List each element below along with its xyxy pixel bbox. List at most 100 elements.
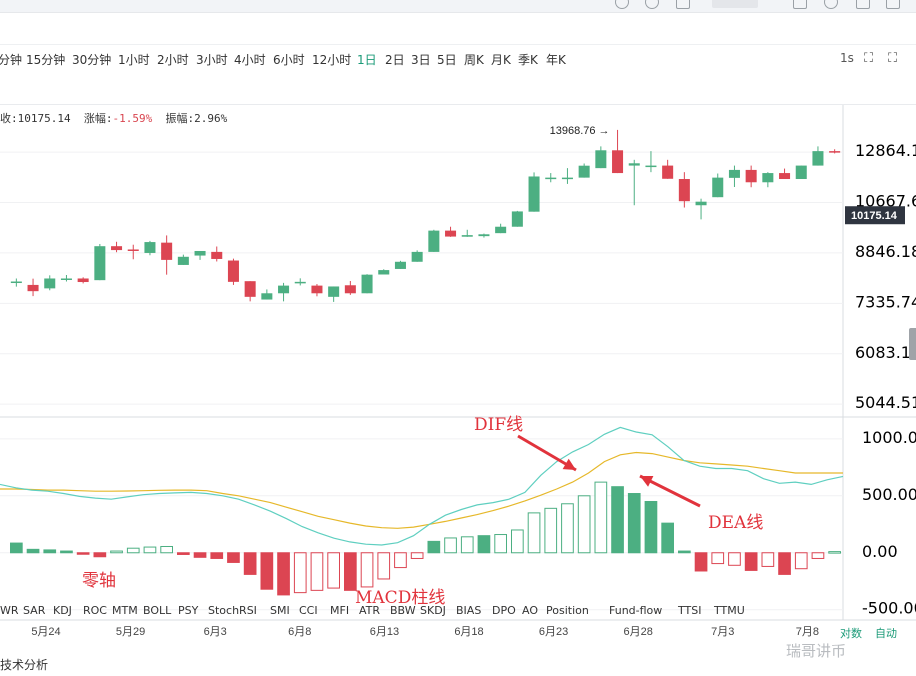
macd-histogram-bar — [728, 552, 741, 566]
macd-histogram-bar — [293, 552, 307, 594]
candle-up — [511, 211, 523, 227]
indicator-dpo[interactable]: DPO — [492, 604, 516, 617]
timeframe-2d[interactable]: 2日 — [385, 53, 405, 67]
timeframe-toolbar: 分钟 15分钟 30分钟 1小时 2小时 3小时 4小时 6小时 12小时 1日… — [0, 44, 916, 73]
macd-histogram-annotation: MACD柱线 — [355, 588, 446, 608]
indicator-mtm[interactable]: MTM — [112, 604, 138, 617]
candle-up — [10, 281, 22, 284]
macd-histogram-bar — [511, 529, 524, 554]
timeframe-year[interactable]: 年K — [546, 53, 566, 67]
price-tick-label: 10667.64 — [855, 192, 916, 211]
ohlc-readout: 收:10175.14 涨幅:-1.59% 振幅:2.96% — [0, 110, 227, 126]
candle-up — [712, 177, 724, 198]
timeframe-1d[interactable]: 1日 — [357, 53, 377, 67]
timeframe-1h[interactable]: 1小时 — [118, 53, 150, 67]
indicator-cci[interactable]: CCI — [299, 604, 318, 617]
settings-icon[interactable] — [615, 0, 629, 9]
candle-down — [745, 169, 757, 183]
indicator-stochrsi[interactable]: StochRSI — [208, 604, 257, 617]
auto-scale-button[interactable]: 自动 — [875, 627, 897, 640]
timeframe-quarter[interactable]: 季K — [518, 53, 538, 67]
date-tick-label: 7月8 — [796, 626, 819, 638]
zero-axis-annotation: 零轴 — [82, 571, 116, 591]
macd-tick-label: 1000.00 — [862, 428, 916, 447]
macd-histogram-bar — [126, 547, 140, 554]
timeframe-30min[interactable]: 30分钟 — [72, 53, 112, 67]
macd-histogram-bar — [43, 549, 57, 554]
timeframe-3h[interactable]: 3小时 — [196, 53, 228, 67]
timeframe-2h[interactable]: 2小时 — [157, 53, 189, 67]
last-price-value: 10175.14 — [851, 210, 898, 222]
window-icon[interactable] — [856, 0, 870, 9]
price-tick-label: 12864.13 — [855, 141, 916, 160]
timeframe-4h[interactable]: 4小时 — [234, 53, 266, 67]
candle-up — [394, 261, 406, 269]
indicator-skdj[interactable]: SKDJ — [420, 604, 446, 617]
fullscreen-icon[interactable] — [886, 0, 900, 9]
indicator-fund-flow[interactable]: Fund-flow — [609, 604, 663, 617]
camera-icon[interactable] — [645, 0, 659, 9]
technical-analysis-tab[interactable]: 技术分析 — [0, 658, 49, 672]
macd-histogram-bar — [394, 552, 407, 569]
layout-icon[interactable] — [793, 0, 807, 9]
currency-selector[interactable] — [712, 0, 758, 8]
indicator-psy[interactable]: PSY — [178, 604, 199, 617]
theme-icon[interactable] — [824, 0, 838, 9]
indicator-bias[interactable]: BIAS — [456, 604, 482, 617]
indicator-wr[interactable]: WR — [0, 604, 19, 617]
price-tick-label: 6083.19 — [855, 343, 916, 362]
timeframe-3d[interactable]: 3日 — [411, 53, 431, 67]
timeframe-month[interactable]: 月K — [491, 53, 511, 67]
indicator-atr[interactable]: ATR — [359, 604, 381, 617]
panel-resize-handle[interactable] — [909, 328, 916, 360]
indicator-roc[interactable]: ROC — [83, 604, 107, 617]
macd-histogram-bar — [761, 552, 775, 567]
indicator-ao[interactable]: AO — [522, 604, 538, 617]
expand-icon[interactable]: ⛶ — [864, 51, 874, 66]
indicator-boll[interactable]: BOLL — [143, 604, 172, 617]
indicator-position[interactable]: Position — [546, 604, 589, 617]
macd-histogram-bar — [444, 537, 457, 554]
macd-histogram-bar — [460, 536, 474, 554]
candle-down — [127, 249, 139, 251]
indicator-ttmu[interactable]: TTMU — [714, 604, 745, 617]
date-tick-label: 5月24 — [31, 626, 60, 638]
timeframe-15min[interactable]: 15分钟 — [26, 53, 66, 67]
candle-down — [244, 281, 256, 297]
date-tick-label: 6月28 — [624, 626, 653, 638]
indicator-smi[interactable]: SMI — [270, 604, 290, 617]
macd-histogram-bar — [644, 500, 658, 554]
timeframe-5d[interactable]: 5日 — [437, 53, 457, 67]
candle-down — [445, 230, 457, 237]
share-icon[interactable] — [676, 0, 690, 9]
macd-tick-label: -500.00 — [862, 599, 916, 618]
indicator-kdj[interactable]: KDJ — [53, 604, 72, 617]
candle-down — [662, 165, 674, 179]
indicator-ttsi[interactable]: TTSI — [678, 604, 702, 617]
macd-histogram-bar — [377, 552, 391, 580]
candle-down — [344, 285, 356, 294]
indicator-mfi[interactable]: MFI — [330, 604, 350, 617]
date-tick-label: 6月13 — [370, 626, 399, 638]
macd-histogram-bar — [744, 552, 758, 571]
macd-histogram-bar — [360, 552, 374, 588]
candle-up — [561, 177, 573, 180]
dif-arrow-head — [562, 458, 576, 470]
fullscreen-chart-icon[interactable]: ⛶ — [888, 51, 898, 66]
interval-selector[interactable]: 1s — [840, 51, 854, 65]
timeframe-1min[interactable]: 分钟 — [0, 53, 23, 67]
indicator-bbw[interactable]: BBW — [390, 604, 416, 617]
timeframe-6h[interactable]: 6小时 — [273, 53, 305, 67]
macd-histogram-bar — [828, 551, 841, 554]
timeframe-12h[interactable]: 12小时 — [312, 53, 352, 67]
macd-histogram-bar — [277, 552, 290, 596]
macd-histogram-bar — [577, 495, 591, 554]
macd-histogram-bar — [310, 552, 324, 591]
timeframe-week[interactable]: 周K — [464, 53, 484, 67]
candle-up — [528, 176, 540, 212]
indicator-sar[interactable]: SAR — [23, 604, 46, 617]
macd-histogram-bar — [811, 552, 825, 559]
price-tick-label: 5044.51 — [855, 393, 916, 412]
log-scale-button[interactable]: 对数 — [840, 627, 862, 640]
